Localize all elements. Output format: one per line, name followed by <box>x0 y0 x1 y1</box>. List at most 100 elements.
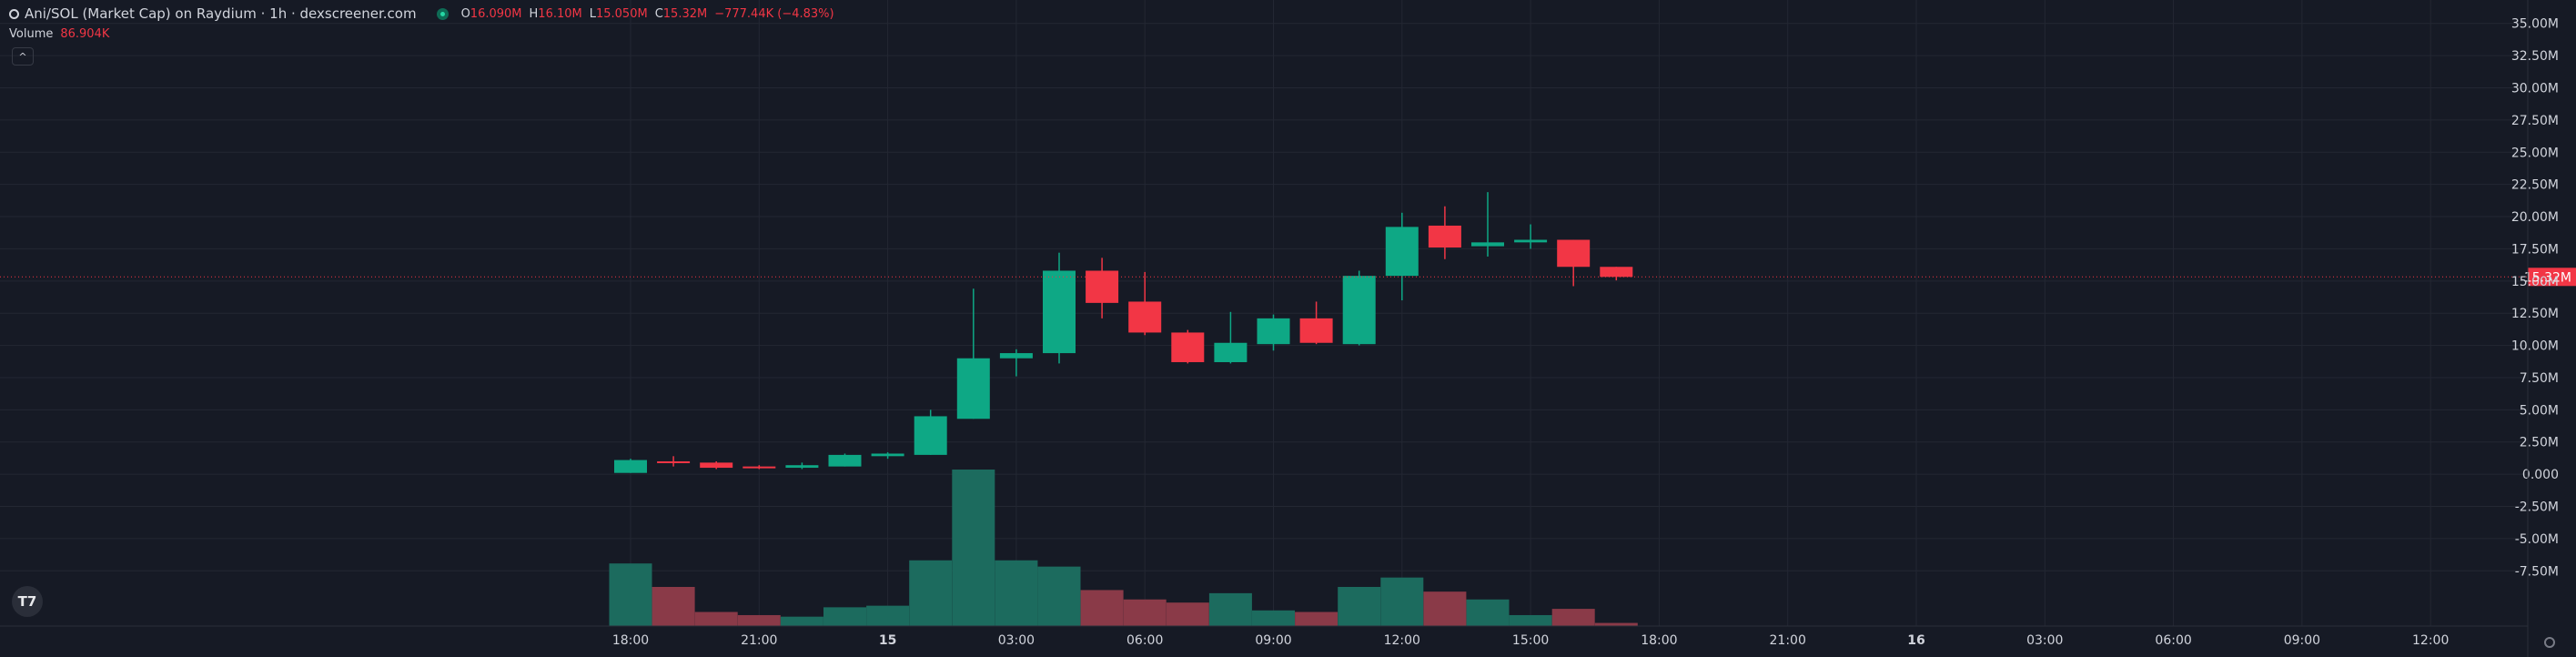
candle-body <box>700 462 733 469</box>
volume-bar <box>737 614 781 626</box>
x-tick-label: 15 <box>879 633 896 648</box>
low-key: L <box>589 6 596 21</box>
volume-legend: Volume 86.904K <box>9 27 109 41</box>
candle-body <box>657 460 691 463</box>
chart-title: Ani/SOL (Market Cap) on Raydium · 1h · d… <box>25 5 417 22</box>
candle-body <box>1299 318 1333 343</box>
collapse-legend-button[interactable]: ^ <box>12 47 34 66</box>
tradingview-logo-text: T7 <box>17 593 37 610</box>
volume-bar <box>1080 590 1124 626</box>
x-tick-label: 06:00 <box>2155 633 2191 648</box>
y-tick-label: 10.00M <box>2511 339 2559 354</box>
close-value: 15.32M <box>662 6 708 21</box>
volume-bar <box>1509 614 1552 626</box>
candle-body <box>828 454 862 467</box>
x-tick-label: 06:00 <box>1126 633 1163 648</box>
y-tick-label: 2.50M <box>2520 436 2559 450</box>
candle-body <box>999 353 1033 359</box>
open-value: 16.090M <box>470 6 522 21</box>
y-tick-label: 20.00M <box>2511 210 2559 225</box>
y-tick-label: 7.50M <box>2520 371 2559 386</box>
y-tick-label: -2.50M <box>2515 500 2559 515</box>
candle-body <box>742 466 776 469</box>
x-tick-label: 18:00 <box>1641 633 1677 648</box>
change-value: −777.44K (−4.83%) <box>714 6 834 21</box>
x-tick-label: 18:00 <box>612 633 649 648</box>
candle-body <box>1257 318 1290 345</box>
candle-body <box>1342 276 1376 345</box>
x-tick-label: 09:00 <box>1255 633 1291 648</box>
candle-body <box>1086 270 1119 303</box>
last-price-label: 15.32M <box>2524 270 2571 285</box>
price-candles <box>614 192 1633 473</box>
volume-bar <box>952 470 995 626</box>
y-tick-label: 25.00M <box>2511 146 2559 160</box>
volume-bar <box>694 612 738 626</box>
volume-bar <box>995 560 1038 626</box>
volume-bar <box>780 616 823 626</box>
volume-bar <box>823 607 866 626</box>
y-tick-label: 5.00M <box>2520 403 2559 418</box>
candle-body <box>1043 270 1076 354</box>
volume-label: Volume <box>9 27 54 41</box>
volume-bar <box>909 560 953 626</box>
candle-body <box>956 358 990 419</box>
candle-body <box>871 453 904 457</box>
volume-bar <box>609 563 652 626</box>
low-value: 15.050M <box>595 6 648 21</box>
candle-body <box>1514 239 1548 243</box>
candle-body <box>1385 227 1419 277</box>
y-tick-label: 22.50M <box>2511 178 2559 193</box>
volume-bar <box>1166 602 1209 626</box>
x-tick-label: 21:00 <box>741 633 777 648</box>
candle-body <box>1557 239 1591 268</box>
time-axis[interactable]: 18:00 21:00 15 03:00 06:00 09:00 12:00 15:00 18:… <box>0 625 2528 648</box>
volume-value: 86.904K <box>60 27 110 41</box>
y-tick-label: 27.50M <box>2511 114 2559 128</box>
settings-icon[interactable] <box>2544 637 2555 648</box>
tradingview-logo-icon[interactable]: T7 <box>12 586 43 617</box>
volume-bars <box>609 470 1638 626</box>
y-tick-label: 30.00M <box>2511 82 2559 96</box>
candle-body <box>1471 242 1504 247</box>
candle-body <box>1428 225 1461 248</box>
y-tick-label: 17.50M <box>2511 242 2559 257</box>
volume-bar <box>1037 566 1081 626</box>
candle-body <box>914 416 947 455</box>
grid-lines <box>0 0 2526 626</box>
volume-bar <box>1380 577 1424 626</box>
y-tick-label: 32.50M <box>2511 49 2559 64</box>
x-tick-label: 12:00 <box>2412 633 2449 648</box>
y-tick-label: -7.50M <box>2515 564 2559 579</box>
open-key: O <box>460 6 470 21</box>
y-tick-label: 12.50M <box>2511 307 2559 321</box>
volume-bar <box>1295 612 1339 626</box>
volume-bar <box>1123 599 1167 626</box>
y-tick-label: 35.00M <box>2511 17 2559 32</box>
price-axis[interactable]: 35.00M 32.50M 30.00M 27.50M 25.00M 22.50M 20.0… <box>2511 0 2559 657</box>
chart-legend: Ani/SOL (Market Cap) on Raydium · 1h · d… <box>9 5 842 22</box>
candle-body <box>1214 342 1248 362</box>
volume-bar <box>1466 599 1510 626</box>
candle-body <box>785 465 819 469</box>
volume-bar <box>1594 622 1638 626</box>
symbol-icon <box>9 8 19 19</box>
candle-body <box>614 460 647 473</box>
volume-bar <box>1551 609 1595 626</box>
y-tick-label: 0.000 <box>2522 468 2559 482</box>
volume-bar <box>1252 610 1295 626</box>
high-value: 16.10M <box>538 6 582 21</box>
y-tick-label: 15.00M <box>2511 275 2559 289</box>
x-tick-label: 15:00 <box>1512 633 1549 648</box>
volume-bar <box>1338 587 1381 626</box>
close-key: C <box>654 6 663 21</box>
volume-bar <box>1208 592 1252 626</box>
volume-bar <box>866 605 910 626</box>
x-tick-label: 21:00 <box>1770 633 1806 648</box>
last-price-tag <box>2528 268 2576 287</box>
high-key: H <box>529 6 539 21</box>
live-status-icon <box>436 7 449 20</box>
y-tick-label: -5.00M <box>2515 532 2559 547</box>
chevron-up-icon: ^ <box>18 50 27 63</box>
